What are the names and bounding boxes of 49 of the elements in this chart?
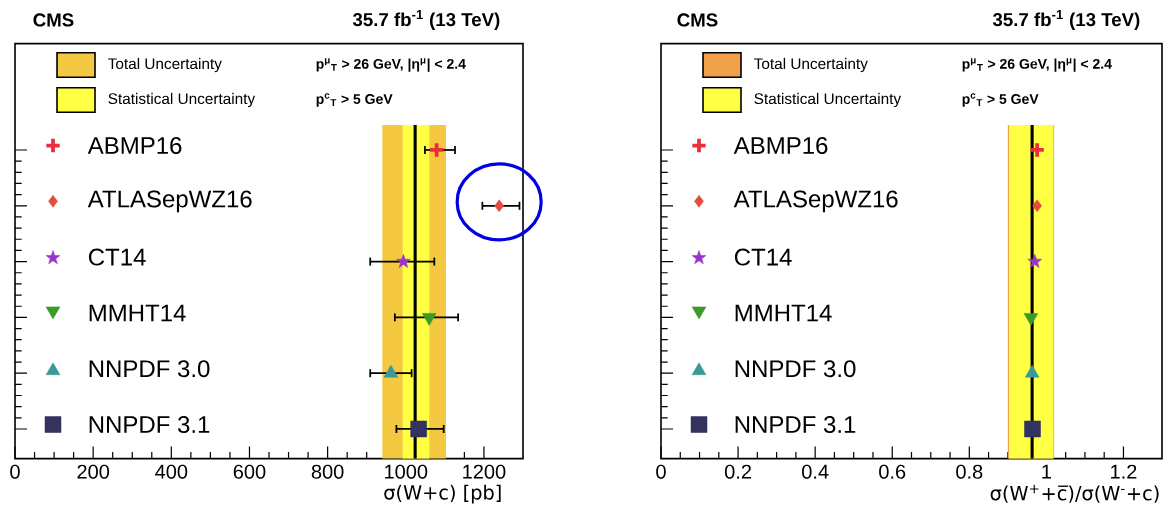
legend-label: ABMP16 xyxy=(733,137,828,155)
legend-label: CT14 xyxy=(734,248,792,266)
point xyxy=(1024,420,1041,438)
x-tick-label: 1200 xyxy=(463,464,506,479)
text: p$^{μ}$$_{T}$ > 26 GeV, |η$^{μ}$| < 2.4 xyxy=(316,58,466,72)
x-tick-label: 0.4 xyxy=(802,464,829,479)
x-tick-label: 200 xyxy=(77,464,110,479)
x-tick-label: 400 xyxy=(155,464,188,479)
x-tick-label: 1000 xyxy=(385,464,428,479)
legend-label: Statistical Uncertainty xyxy=(754,92,902,108)
legend-label: Statistical Uncertainty xyxy=(108,92,256,108)
text: p$^{c}$$_{T}$ > 5 GeV xyxy=(316,93,393,107)
x-tick-label: 1.2 xyxy=(1111,464,1137,479)
point xyxy=(428,141,446,159)
x-tick-label: 0.2 xyxy=(724,464,751,479)
x-tick-label: 0 xyxy=(656,464,666,479)
chart-title: CMS xyxy=(677,13,718,27)
text: p$^{μ}$$_{T}$ > 26 GeV, |η$^{μ}$| < 2.4 xyxy=(962,58,1112,72)
legend-label: NNPDF 3.1 xyxy=(735,416,856,434)
legend-label: MMHT14 xyxy=(735,304,832,322)
legend-label: NNPDF 3.0 xyxy=(89,360,210,378)
text: p$^{c}$$_{T}$ > 5 GeV xyxy=(962,93,1039,107)
legend-label: ABMP16 xyxy=(87,137,182,155)
legend-label: Total Uncertainty xyxy=(108,57,222,73)
legend-label: CT14 xyxy=(88,248,146,266)
chart-title: CMS xyxy=(33,13,74,27)
point xyxy=(1024,364,1040,378)
chart-subtitle: 35.7 fb$^{-1}$ (13 TeV) xyxy=(992,10,1140,30)
point xyxy=(1032,199,1042,213)
point xyxy=(383,364,399,378)
legend-label: NNPDF 3.0 xyxy=(735,360,856,378)
point xyxy=(1028,141,1046,159)
legend-label: ATLASepWZ16 xyxy=(733,190,898,213)
x-tick-label: 800 xyxy=(311,464,344,479)
chart-subtitle: 35.7 fb$^{-1}$ (13 TeV) xyxy=(352,10,500,30)
legend-label: Total Uncertainty xyxy=(754,57,868,73)
legend-label: ATLASepWZ16 xyxy=(87,190,252,213)
legend-label: NNPDF 3.1 xyxy=(89,416,210,434)
point xyxy=(494,199,504,213)
x-tick-label: 0 xyxy=(10,464,20,479)
legend-label: MMHT14 xyxy=(89,304,186,322)
x-tick-label: 1 xyxy=(1042,464,1051,479)
x-tick-label: 0.8 xyxy=(956,464,983,479)
x-tick-label: 0.6 xyxy=(879,464,906,479)
x-tick-label: 600 xyxy=(233,464,266,479)
point xyxy=(410,420,427,438)
x-axis-title: σ(W+c) [pb] xyxy=(384,484,501,504)
x-axis-title: σ(W$^{+}$+c̅)/σ(W$^{-}$+c) xyxy=(990,484,1159,503)
point xyxy=(1027,253,1043,268)
